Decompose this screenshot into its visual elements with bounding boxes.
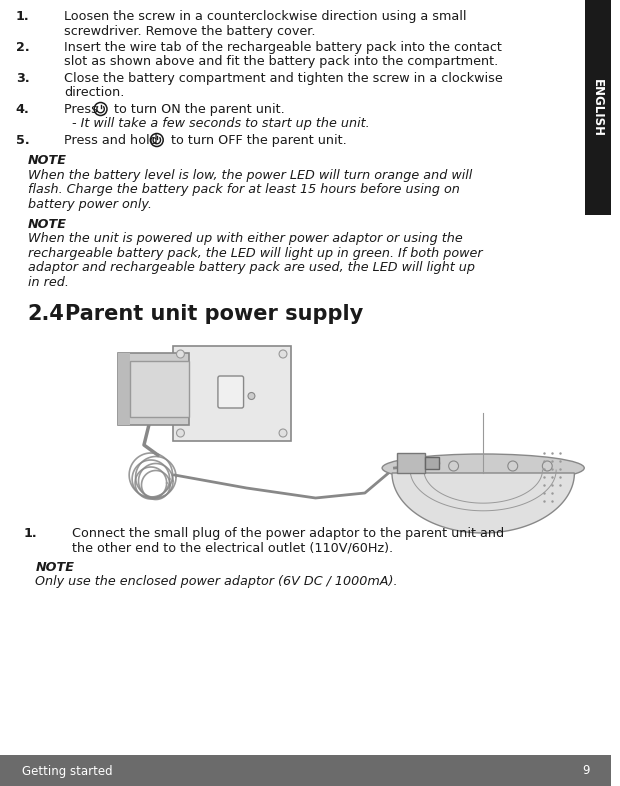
Text: battery power only.: battery power only. [28,198,151,211]
Text: NOTE: NOTE [35,561,74,574]
Text: NOTE: NOTE [28,155,66,167]
Text: slot as shown above and fit the battery pack into the compartment.: slot as shown above and fit the battery … [64,56,498,68]
Text: - It will take a few seconds to start up the unit.: - It will take a few seconds to start up… [72,117,370,130]
Text: NOTE: NOTE [28,218,66,230]
Bar [28,328,577,513]
Circle shape [449,461,459,471]
Circle shape [279,429,287,437]
Circle shape [177,350,184,358]
Circle shape [279,350,287,358]
Text: 1.: 1. [16,10,30,23]
FancyBboxPatch shape [218,376,244,408]
Text: When the unit is powered up with either power adaptor or using the: When the unit is powered up with either … [28,232,463,245]
FancyBboxPatch shape [130,361,189,417]
Text: 2.4: 2.4 [28,304,64,324]
Text: screwdriver. Remove the battery cover.: screwdriver. Remove the battery cover. [64,24,316,38]
Text: Loosen the screw in a counterclockwise direction using a small: Loosen the screw in a counterclockwise d… [64,10,467,23]
Circle shape [542,461,552,471]
Text: Getting started: Getting started [22,765,112,777]
Text: Close the battery compartment and tighten the screw in a clockwise: Close the battery compartment and tighte… [64,72,503,85]
Text: Parent unit power supply: Parent unit power supply [65,304,363,324]
Text: Press and hold: Press and hold [64,134,162,147]
FancyBboxPatch shape [172,346,291,441]
Ellipse shape [382,454,584,482]
Bar [0,755,611,786]
Text: Connect the small plug of the power adaptor to the parent unit and: Connect the small plug of the power adap… [72,527,504,540]
Text: 2.: 2. [16,41,30,54]
Bar [585,0,611,215]
Text: ENGLISH: ENGLISH [591,79,604,137]
Text: direction.: direction. [64,86,125,100]
Text: Insert the wire tab of the rechargeable battery pack into the contact: Insert the wire tab of the rechargeable … [64,41,502,54]
Text: Press: Press [64,103,102,116]
Text: the other end to the electrical outlet (110V/60Hz).: the other end to the electrical outlet (… [72,542,393,554]
Text: 5.: 5. [16,134,30,147]
Bar [425,457,439,469]
Bar [118,353,130,425]
Text: flash. Charge the battery pack for at least 15 hours before using on: flash. Charge the battery pack for at le… [28,183,459,196]
Text: 1.: 1. [24,527,37,540]
Text: adaptor and rechargeable battery pack are used, the LED will light up: adaptor and rechargeable battery pack ar… [28,261,475,274]
Text: to turn ON the parent unit.: to turn ON the parent unit. [110,103,285,116]
Text: 4.: 4. [16,103,30,116]
Circle shape [508,461,518,471]
Text: rechargeable battery pack, the LED will light up in green. If both power: rechargeable battery pack, the LED will … [28,247,482,259]
Text: When the battery level is low, the power LED will turn orange and will: When the battery level is low, the power… [28,169,472,182]
Text: 9: 9 [582,765,590,777]
FancyBboxPatch shape [397,453,425,473]
FancyBboxPatch shape [118,353,189,425]
Text: Only use the enclosed power adaptor (6V DC / 1000mA).: Only use the enclosed power adaptor (6V … [35,575,398,589]
Circle shape [414,461,424,471]
Circle shape [248,392,255,399]
Text: 3.: 3. [16,72,30,85]
Circle shape [177,429,184,437]
Text: in red.: in red. [28,276,68,288]
Polygon shape [392,473,574,533]
Text: to turn OFF the parent unit.: to turn OFF the parent unit. [167,134,347,147]
